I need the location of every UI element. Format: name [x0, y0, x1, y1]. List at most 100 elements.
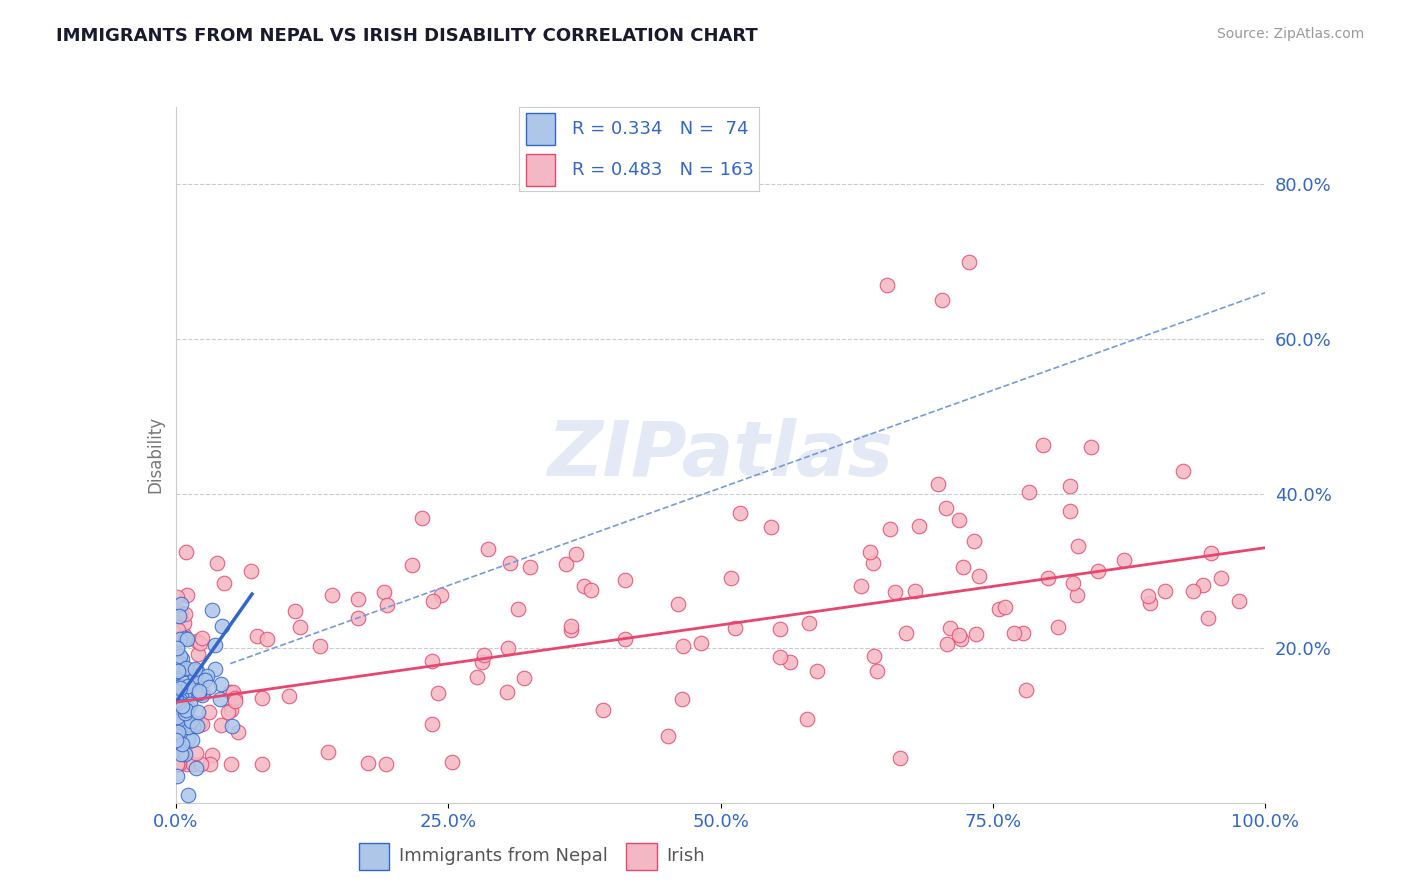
Point	[779, 656, 801, 670]
Point	[169, 632, 191, 647]
Point	[224, 693, 246, 707]
Point	[859, 545, 882, 559]
Point	[592, 703, 614, 717]
Point	[239, 564, 262, 578]
Point	[965, 626, 987, 640]
Point	[420, 654, 443, 668]
Point	[373, 584, 395, 599]
Text: Immigrants from Nepal: Immigrants from Nepal	[399, 847, 609, 865]
Point	[565, 547, 588, 561]
Point	[496, 640, 519, 655]
Point	[166, 714, 188, 728]
Point	[167, 690, 190, 704]
Point	[427, 685, 450, 699]
Text: Irish: Irish	[666, 847, 704, 865]
Point	[180, 718, 202, 732]
Point	[519, 560, 541, 574]
Point	[187, 717, 209, 731]
Point	[191, 631, 214, 645]
Point	[180, 714, 202, 729]
Point	[889, 751, 911, 765]
Point	[188, 686, 211, 700]
Point	[796, 712, 818, 726]
Point	[166, 757, 188, 772]
Point	[174, 703, 197, 717]
Point	[176, 588, 198, 602]
Point	[613, 573, 636, 587]
Point	[166, 664, 188, 678]
Point	[180, 716, 202, 731]
Point	[183, 664, 205, 678]
Point	[935, 501, 957, 516]
Point	[671, 691, 693, 706]
Point	[277, 690, 299, 704]
Point	[849, 579, 872, 593]
Point	[666, 597, 689, 611]
Point	[221, 719, 243, 733]
Text: Source: ZipAtlas.com: Source: ZipAtlas.com	[1216, 27, 1364, 41]
Point	[191, 686, 214, 700]
Point	[671, 639, 693, 653]
Point	[167, 725, 190, 739]
Point	[167, 695, 190, 709]
Point	[176, 701, 198, 715]
Point	[167, 716, 190, 731]
Point	[967, 569, 990, 583]
Point	[560, 619, 582, 633]
Point	[166, 659, 188, 673]
Point	[957, 254, 980, 268]
Point	[1136, 589, 1159, 603]
Point	[1018, 484, 1040, 499]
Point	[1066, 588, 1088, 602]
Point	[1062, 576, 1084, 591]
Point	[862, 556, 884, 570]
Point	[512, 671, 534, 685]
Point	[411, 511, 433, 525]
Point	[169, 689, 191, 703]
Point	[347, 592, 370, 607]
Point	[560, 624, 582, 638]
Point	[904, 584, 927, 599]
Point	[219, 703, 242, 717]
Point	[356, 756, 378, 770]
Point	[186, 746, 208, 760]
Point	[191, 671, 214, 685]
Point	[797, 616, 820, 631]
Point	[170, 673, 193, 687]
Point	[174, 706, 197, 721]
Point	[167, 623, 190, 637]
Point	[1012, 625, 1035, 640]
Point	[219, 757, 242, 772]
Point	[496, 684, 519, 698]
Point	[724, 621, 747, 635]
Y-axis label: Disability: Disability	[146, 417, 165, 493]
Point	[430, 588, 453, 602]
Point	[720, 571, 742, 585]
Point	[165, 683, 187, 698]
Point	[1139, 596, 1161, 610]
Point	[208, 692, 231, 706]
Point	[205, 557, 228, 571]
Point	[190, 757, 212, 772]
Point	[187, 648, 209, 662]
Point	[948, 512, 970, 526]
Point	[191, 717, 214, 731]
Point	[907, 519, 929, 533]
Point	[165, 664, 187, 678]
Point	[1036, 571, 1059, 585]
Point	[1154, 583, 1177, 598]
Point	[186, 719, 208, 733]
Point	[876, 277, 898, 292]
Point	[167, 681, 190, 696]
Point	[166, 769, 188, 783]
Point	[224, 691, 246, 706]
Point	[1199, 546, 1222, 560]
Point	[948, 628, 970, 642]
Point	[177, 788, 200, 802]
Point	[181, 757, 204, 772]
Point	[866, 665, 889, 679]
Point	[422, 593, 444, 607]
Point	[166, 657, 188, 672]
Point	[284, 604, 307, 618]
Point	[167, 702, 190, 716]
